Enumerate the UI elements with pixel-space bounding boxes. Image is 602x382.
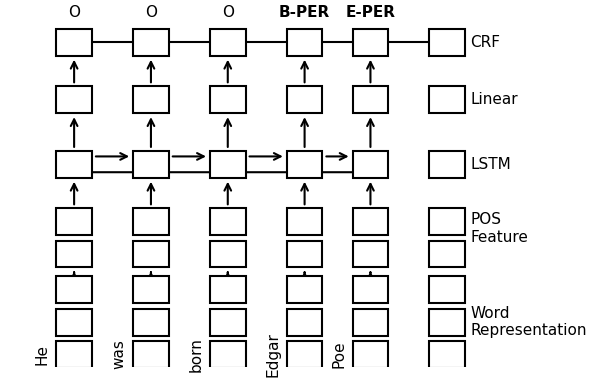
Bar — [56, 277, 92, 303]
Text: Poe: Poe — [331, 341, 346, 368]
Bar — [210, 208, 246, 235]
Bar — [353, 277, 388, 303]
Bar — [287, 277, 323, 303]
Bar — [210, 277, 246, 303]
Bar — [210, 86, 246, 113]
Bar — [287, 86, 323, 113]
Bar — [353, 241, 388, 267]
Bar — [429, 341, 465, 368]
Bar — [287, 341, 323, 368]
Bar — [56, 29, 92, 56]
Bar — [56, 151, 92, 178]
Bar — [133, 29, 169, 56]
Bar — [210, 241, 246, 267]
Bar — [56, 341, 92, 368]
Bar — [56, 86, 92, 113]
Bar — [133, 309, 169, 336]
Bar — [287, 151, 323, 178]
Bar — [429, 277, 465, 303]
Text: O: O — [68, 5, 80, 20]
Bar — [56, 241, 92, 267]
Text: E-PER: E-PER — [346, 5, 396, 20]
Bar — [353, 309, 388, 336]
Bar — [353, 208, 388, 235]
Bar — [353, 29, 388, 56]
Bar — [210, 151, 246, 178]
Bar — [429, 29, 465, 56]
Bar — [133, 86, 169, 113]
Bar — [287, 208, 323, 235]
Bar — [56, 309, 92, 336]
Bar — [353, 341, 388, 368]
Text: He: He — [35, 344, 50, 365]
Bar — [429, 309, 465, 336]
Bar — [429, 241, 465, 267]
Bar — [133, 241, 169, 267]
Text: B-PER: B-PER — [279, 5, 330, 20]
Bar — [133, 151, 169, 178]
Bar — [287, 241, 323, 267]
Bar — [133, 208, 169, 235]
Bar — [353, 86, 388, 113]
Bar — [429, 208, 465, 235]
Bar — [56, 208, 92, 235]
Text: Edgar: Edgar — [265, 332, 280, 377]
Bar — [210, 341, 246, 368]
Text: was: was — [111, 340, 126, 369]
Text: O: O — [222, 5, 234, 20]
Text: CRF: CRF — [471, 35, 501, 50]
Text: born: born — [188, 337, 203, 372]
Text: Word
Representation: Word Representation — [471, 306, 587, 338]
Text: LSTM: LSTM — [471, 157, 511, 172]
Bar — [353, 151, 388, 178]
Bar — [133, 277, 169, 303]
Bar — [287, 309, 323, 336]
Bar — [429, 151, 465, 178]
Bar — [133, 341, 169, 368]
Text: POS
Feature: POS Feature — [471, 212, 529, 244]
Text: Linear: Linear — [471, 92, 518, 107]
Bar — [210, 309, 246, 336]
Bar — [287, 29, 323, 56]
Bar — [429, 86, 465, 113]
Bar — [210, 29, 246, 56]
Text: O: O — [145, 5, 157, 20]
